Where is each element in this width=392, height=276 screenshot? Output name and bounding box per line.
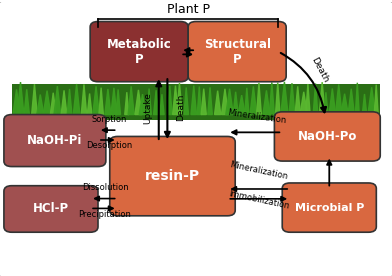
Polygon shape [17, 82, 24, 115]
Polygon shape [177, 83, 182, 115]
FancyBboxPatch shape [282, 183, 376, 232]
FancyBboxPatch shape [110, 136, 235, 216]
Polygon shape [263, 90, 270, 115]
Polygon shape [93, 86, 100, 115]
Polygon shape [362, 94, 367, 115]
FancyBboxPatch shape [90, 22, 188, 82]
Polygon shape [221, 89, 229, 115]
FancyBboxPatch shape [188, 22, 286, 82]
Polygon shape [226, 89, 233, 115]
Polygon shape [116, 89, 120, 115]
Polygon shape [295, 86, 300, 115]
Text: Mineralization: Mineralization [229, 160, 289, 181]
Text: Mineralization: Mineralization [227, 108, 287, 125]
Polygon shape [238, 95, 245, 115]
Text: Death: Death [176, 94, 185, 121]
Polygon shape [289, 83, 295, 115]
Text: Metabolic
P: Metabolic P [107, 38, 172, 66]
Polygon shape [24, 89, 29, 115]
FancyBboxPatch shape [4, 115, 106, 166]
Polygon shape [160, 94, 164, 115]
Polygon shape [125, 92, 129, 115]
Text: Desorption: Desorption [86, 141, 132, 150]
Polygon shape [197, 86, 201, 115]
Polygon shape [172, 86, 178, 115]
Polygon shape [355, 83, 359, 115]
Polygon shape [256, 83, 261, 115]
Polygon shape [329, 89, 336, 115]
Polygon shape [368, 87, 376, 115]
Text: Sorption: Sorption [91, 115, 127, 124]
Polygon shape [300, 92, 308, 115]
Text: Dissolution: Dissolution [82, 183, 128, 192]
Polygon shape [269, 82, 274, 115]
Polygon shape [13, 89, 20, 115]
Polygon shape [374, 85, 378, 115]
Text: Structural
P: Structural P [204, 38, 270, 66]
Polygon shape [73, 84, 80, 115]
Polygon shape [208, 87, 212, 115]
Text: Death: Death [309, 55, 330, 84]
Text: Plant P: Plant P [167, 3, 210, 16]
Text: Uptake: Uptake [143, 92, 152, 124]
Polygon shape [191, 86, 196, 115]
Polygon shape [50, 93, 56, 115]
Polygon shape [348, 89, 354, 115]
Polygon shape [276, 83, 280, 115]
Text: NaOH-Pi: NaOH-Pi [27, 134, 83, 147]
Polygon shape [154, 90, 159, 115]
Polygon shape [245, 88, 249, 115]
Polygon shape [111, 88, 117, 115]
Polygon shape [61, 90, 67, 115]
Polygon shape [201, 89, 206, 115]
FancyBboxPatch shape [4, 186, 98, 232]
Polygon shape [319, 82, 325, 115]
Polygon shape [32, 84, 37, 115]
Bar [12, 84, 380, 120]
Polygon shape [324, 92, 328, 115]
Polygon shape [167, 86, 172, 115]
Polygon shape [87, 94, 92, 115]
Polygon shape [250, 86, 257, 115]
Polygon shape [341, 94, 348, 115]
Polygon shape [81, 84, 87, 115]
Polygon shape [147, 89, 151, 115]
Text: HCl-P: HCl-P [33, 203, 69, 216]
Text: Microbial P: Microbial P [295, 203, 364, 213]
Text: resin-P: resin-P [145, 169, 200, 183]
Polygon shape [54, 86, 61, 115]
Text: Precipitation: Precipitation [79, 210, 131, 219]
Polygon shape [335, 84, 342, 115]
Polygon shape [135, 90, 142, 115]
Polygon shape [306, 84, 310, 115]
Polygon shape [37, 95, 44, 115]
Text: NaOH-Po: NaOH-Po [298, 130, 357, 143]
Polygon shape [313, 83, 318, 115]
Polygon shape [184, 87, 189, 115]
Text: Immobilization: Immobilization [227, 189, 290, 211]
Polygon shape [43, 91, 51, 115]
Polygon shape [281, 82, 288, 115]
Polygon shape [214, 91, 221, 115]
Polygon shape [139, 94, 146, 115]
Polygon shape [67, 89, 72, 115]
Polygon shape [99, 87, 103, 115]
Polygon shape [233, 92, 238, 115]
FancyBboxPatch shape [274, 112, 380, 161]
Polygon shape [105, 89, 111, 115]
Polygon shape [128, 86, 134, 115]
